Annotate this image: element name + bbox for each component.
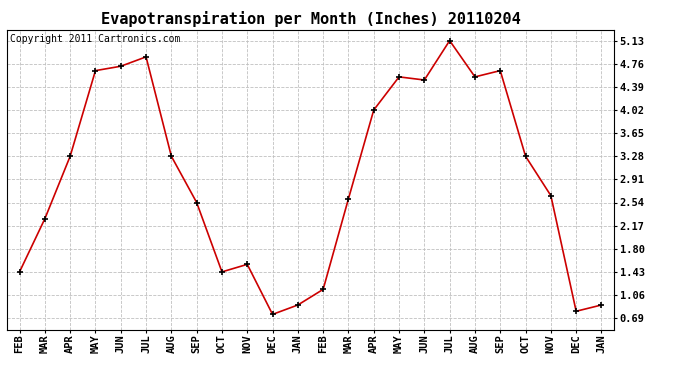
Title: Evapotranspiration per Month (Inches) 20110204: Evapotranspiration per Month (Inches) 20… [101, 12, 520, 27]
Text: Copyright 2011 Cartronics.com: Copyright 2011 Cartronics.com [10, 34, 180, 45]
